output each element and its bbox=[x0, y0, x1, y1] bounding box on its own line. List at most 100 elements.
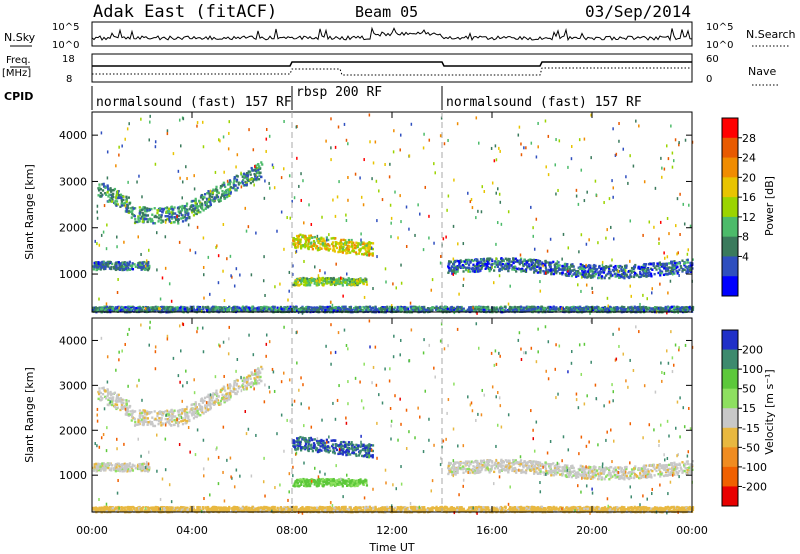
power-cell bbox=[607, 265, 610, 269]
power-cell bbox=[388, 308, 391, 312]
power-cell bbox=[146, 268, 150, 272]
power-cell bbox=[530, 258, 533, 262]
power-cell bbox=[298, 279, 301, 282]
power-cell bbox=[480, 267, 483, 270]
power-cell bbox=[502, 259, 506, 262]
power-cell bbox=[303, 244, 306, 247]
power-cell bbox=[344, 305, 347, 309]
power-cell bbox=[209, 308, 213, 312]
power-cell bbox=[394, 190, 396, 194]
power-cell bbox=[583, 269, 586, 273]
power-cell bbox=[593, 306, 596, 309]
power-cell bbox=[138, 206, 141, 209]
power-cell bbox=[257, 178, 261, 181]
power-cell bbox=[185, 212, 188, 215]
power-cell bbox=[253, 172, 256, 176]
power-cell bbox=[301, 277, 304, 281]
power-cell bbox=[404, 308, 407, 311]
power-cell bbox=[418, 309, 421, 312]
power-cell bbox=[181, 214, 184, 217]
power-cell bbox=[137, 220, 140, 223]
power-cell bbox=[618, 122, 620, 126]
power-cell bbox=[466, 266, 469, 269]
power-cell bbox=[591, 268, 594, 272]
power-cell bbox=[462, 260, 465, 263]
power-cell bbox=[272, 166, 275, 170]
power-cell bbox=[186, 306, 189, 309]
power-cell bbox=[646, 297, 648, 301]
power-cell bbox=[377, 307, 381, 310]
power-cell bbox=[151, 213, 154, 216]
power-cell bbox=[219, 139, 221, 143]
power-cell bbox=[474, 270, 478, 273]
power-cell bbox=[205, 205, 209, 208]
power-cell bbox=[232, 307, 235, 310]
power-cell bbox=[494, 308, 497, 312]
power-cell bbox=[334, 145, 337, 149]
power-cell bbox=[223, 183, 226, 187]
power-cell bbox=[459, 310, 462, 313]
power-cell bbox=[193, 199, 196, 203]
power-cell bbox=[303, 278, 307, 282]
power-cell bbox=[251, 305, 254, 308]
power-cell bbox=[338, 180, 340, 184]
power-cell bbox=[212, 188, 215, 191]
power-cell bbox=[579, 266, 582, 269]
power-cell bbox=[145, 259, 148, 263]
power-cell bbox=[202, 145, 205, 149]
power-cell bbox=[624, 269, 627, 273]
power-cell bbox=[268, 307, 271, 311]
power-cell bbox=[226, 188, 230, 191]
power-cell bbox=[196, 308, 199, 311]
power-cell bbox=[342, 279, 345, 282]
power-cell bbox=[107, 200, 110, 203]
power-cell bbox=[190, 203, 193, 207]
power-cell bbox=[236, 175, 239, 178]
power-cell bbox=[146, 220, 149, 224]
power-cell bbox=[597, 276, 600, 280]
power-cell bbox=[498, 306, 502, 310]
power-cell bbox=[633, 271, 637, 275]
power-cell bbox=[125, 210, 128, 213]
power-cell bbox=[198, 204, 201, 208]
power-cell bbox=[270, 305, 273, 309]
velocity-cell bbox=[131, 412, 134, 415]
power-cell bbox=[583, 273, 587, 277]
power-cell bbox=[99, 261, 102, 265]
nsearch-tick-bottom: 10^0 bbox=[706, 40, 733, 51]
power-cell bbox=[112, 310, 116, 313]
power-cell bbox=[428, 236, 430, 240]
power-cell bbox=[451, 270, 454, 274]
power-cell bbox=[293, 281, 296, 285]
power-cell bbox=[594, 264, 597, 268]
power-cell bbox=[552, 260, 555, 264]
power-cell bbox=[687, 270, 690, 273]
power-cell bbox=[302, 179, 304, 183]
power-cell bbox=[521, 267, 524, 271]
power-cell bbox=[453, 266, 456, 270]
power-cell bbox=[161, 210, 164, 214]
power-cell bbox=[268, 134, 271, 138]
power-cell bbox=[555, 306, 558, 309]
power-cell bbox=[198, 199, 201, 203]
power-cell bbox=[302, 280, 306, 284]
power-cell bbox=[620, 265, 624, 269]
power-cell bbox=[362, 279, 365, 283]
power-cell bbox=[140, 266, 144, 269]
power-cell bbox=[350, 283, 353, 286]
power-cell bbox=[331, 249, 335, 252]
power-cell bbox=[202, 265, 205, 269]
power-cell bbox=[187, 214, 190, 217]
power-cell bbox=[202, 236, 205, 240]
power-cell bbox=[343, 307, 346, 310]
power-cell bbox=[142, 208, 145, 211]
power-cell bbox=[101, 183, 104, 186]
nsearch-tick-top: 10^5 bbox=[706, 22, 733, 33]
power-cell bbox=[194, 200, 197, 203]
power-cell bbox=[194, 251, 197, 255]
power-cell bbox=[440, 116, 443, 120]
power-cell bbox=[411, 306, 415, 310]
power-cell bbox=[491, 181, 494, 185]
power-cell bbox=[121, 267, 124, 270]
